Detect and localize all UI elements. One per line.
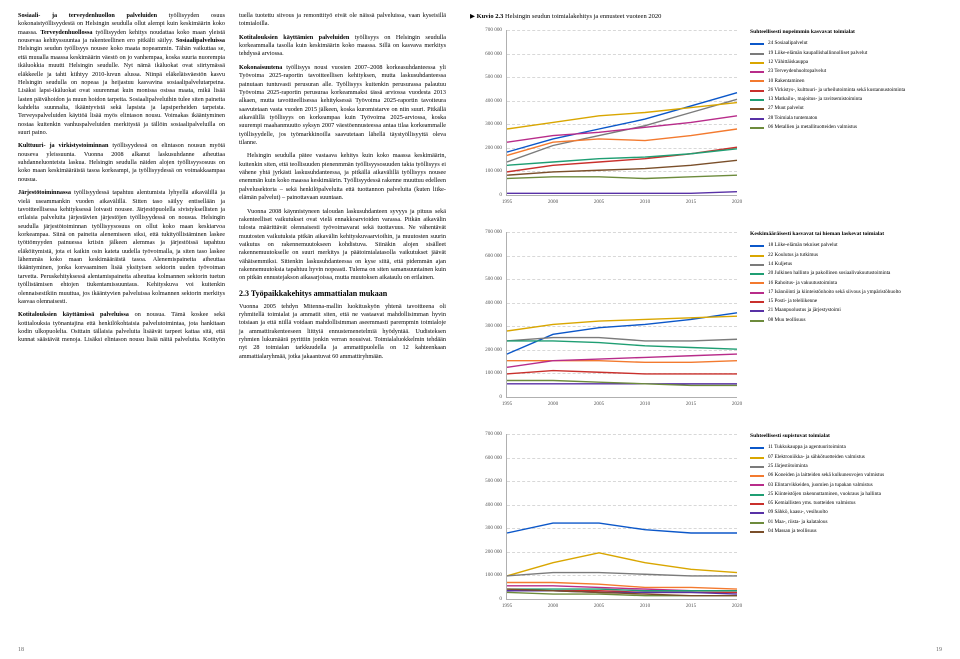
legend-item: 06 Koneiden ja laitteiden sekä kulkuneuv… xyxy=(750,472,950,480)
chart-3: 1995200020052010201520200100 000200 0003… xyxy=(470,428,940,618)
legend-item: 10 Rakentaminen xyxy=(750,78,950,86)
legend-item: 23 Terveydenhuoltopalvelut xyxy=(750,68,950,76)
legend-item: 04 Massan ja teollisuus xyxy=(750,528,950,536)
legend-item: 21 Maanpuolustus ja järjestystoimi xyxy=(750,307,950,315)
section-heading: 2.3 Työpaikkakehitys ammattialan mukaan xyxy=(239,289,446,300)
chart-1: 1995200020052010201520200100 000200 0003… xyxy=(470,24,940,214)
legend-item: 18 Liike-elämän tekniset palvelut xyxy=(750,242,950,250)
legend-item: 17 Isännöinti ja kiinteistönhoito sekä s… xyxy=(750,289,950,297)
legend-item: 28 Toimiala tuntematon xyxy=(750,115,950,123)
para: Sosiaali- ja terveydenhuollon palveluide… xyxy=(18,12,225,137)
figure-caption: ▶ Kuvio 2.3 Helsingin seudun toimialakeh… xyxy=(470,12,942,20)
legend-item: 27 Muut palvelut xyxy=(750,105,950,113)
legend-item: 09 Sähkö, kaasu-, vesihuolto xyxy=(750,509,950,517)
legend-item: 25 Järjestötoiminta xyxy=(750,463,950,471)
para: Vuonna 2005 tehdyn Mitenna-mallin luokit… xyxy=(239,303,446,362)
legend-item: 24 Sosiaalipalvelut xyxy=(750,40,950,48)
legend-item: 14 Kuljetus xyxy=(750,261,950,269)
legend-item: 16 Rahoitus- ja vakuutustoiminta xyxy=(750,280,950,288)
legend-item: 20 Julkinen hallinto ja pakollinen sosia… xyxy=(750,270,950,278)
chart-2: 1995200020052010201520200100 000200 0003… xyxy=(470,226,940,416)
page-number-right: 19 xyxy=(936,647,942,653)
legend-item: 01 Maa-, riista- ja kalatalous xyxy=(750,519,950,527)
legend-item: 19 Liike-elämän kaupallishallinnolliset … xyxy=(750,50,950,58)
legend-item: 26 Virkistys-, kulttuuri- ja urheilutoim… xyxy=(750,87,950,95)
legend-item: 11 Tukkukauppa ja agentuuritoiminta xyxy=(750,444,950,452)
para: Järjestötoiminnassa työllisyydessä tapah… xyxy=(18,189,225,306)
left-page-body: Sosiaali- ja terveydenhuollon palveluide… xyxy=(18,12,446,361)
para: Helsingin seudulla pätee vastaava kehity… xyxy=(239,152,446,202)
para: Kotitalouksien käyttämien palveluiden ty… xyxy=(239,34,446,59)
para: Vuonna 2008 käynnistyneen taloudan lasku… xyxy=(239,208,446,283)
legend-item: 22 Koulutus ja tutkimus xyxy=(750,252,950,260)
legend-item: 03 Elintarvikkeiden, juomien ja tupakan … xyxy=(750,482,950,490)
legend-item: 12 Vähittäiskauppa xyxy=(750,59,950,67)
legend-item: 05 Kemiallisten yms. tuotteiden valmistu… xyxy=(750,500,950,508)
legend-item: 08 Muu teollisuus xyxy=(750,317,950,325)
legend-item: 25 Kiinteistöjen rakennuttaminen, vuokra… xyxy=(750,491,950,499)
para: Kokonaisuutena työllisyys nousi vuosien … xyxy=(239,64,446,148)
para: Kulttuuri- ja virkistystoiminnan työllis… xyxy=(18,142,225,184)
legend-item: 15 Posti- ja teleliikenne xyxy=(750,298,950,306)
page-number-left: 18 xyxy=(18,647,24,653)
legend-item: 06 Metallien ja metallituotteiden valmis… xyxy=(750,124,950,132)
legend-item: 07 Elektroniikka- ja sähkötuotteiden val… xyxy=(750,454,950,462)
legend-item: 13 Matkailu-, majoitus- ja ravitsemistoi… xyxy=(750,96,950,104)
